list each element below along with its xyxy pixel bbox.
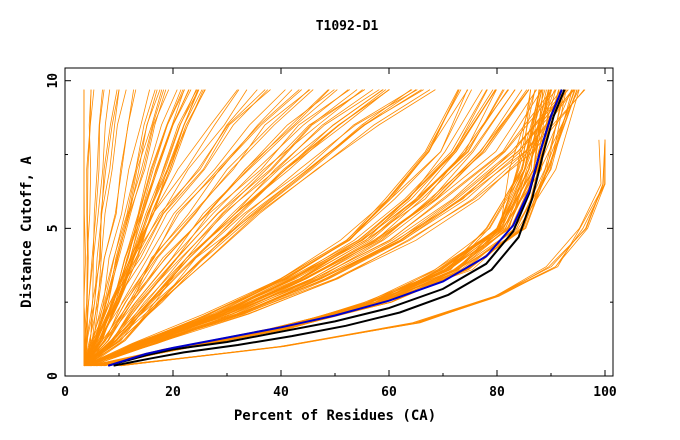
model-curve-146 — [104, 89, 552, 367]
model-curve-154 — [89, 89, 566, 367]
model-curve-21 — [83, 89, 165, 366]
model-curve-49 — [84, 89, 258, 366]
model-curve-97 — [83, 89, 472, 367]
model-curve-110 — [87, 89, 537, 367]
model-curve-65 — [87, 89, 436, 367]
model-curve-76 — [83, 89, 286, 366]
highlight-curves — [107, 89, 566, 367]
highlight-curve-1 — [107, 89, 563, 367]
model-curve-59 — [86, 89, 351, 366]
axis-ticks: 0 20 40 60 80 100 0 5 10 — [46, 68, 617, 400]
model-curve-32 — [83, 89, 178, 366]
x-tick-label-100: 100 — [593, 385, 617, 400]
model-curve-69 — [83, 89, 365, 366]
model-curve-42 — [83, 89, 238, 366]
model-curve-20 — [84, 89, 111, 366]
model-curve-60 — [83, 89, 390, 367]
model-curve-34 — [84, 89, 167, 366]
model-curve-117 — [83, 89, 504, 367]
chart-title: T1092-D1 — [316, 19, 379, 34]
model-curve-108 — [86, 89, 567, 367]
model-curve-50 — [87, 89, 271, 366]
x-tick-label-20: 20 — [165, 385, 181, 400]
model-curve-149 — [105, 89, 551, 367]
model-curves — [83, 89, 606, 367]
model-curve-79 — [83, 89, 338, 366]
model-curve-165 — [119, 139, 606, 367]
model-curve-74 — [83, 89, 413, 367]
model-curve-118 — [90, 89, 528, 367]
model-curve-75 — [85, 89, 310, 366]
model-curve-73 — [88, 89, 266, 366]
model-curve-12 — [85, 89, 118, 366]
model-curve-135 — [97, 89, 564, 367]
model-curve-115 — [85, 89, 575, 367]
x-tick-label-60: 60 — [381, 385, 397, 400]
highlight-curve-2 — [113, 89, 566, 367]
model-curve-72 — [86, 89, 424, 367]
model-curve-33 — [83, 89, 197, 366]
model-curve-119 — [84, 89, 488, 367]
y-tick-label-5: 5 — [46, 224, 61, 232]
model-curve-39 — [83, 89, 87, 366]
y-axis-label: Distance Cutoff, A — [19, 156, 35, 308]
x-tick-label-0: 0 — [61, 385, 69, 400]
model-curve-71 — [83, 89, 311, 366]
x-tick-label-80: 80 — [489, 385, 505, 400]
model-curve-48 — [83, 89, 431, 367]
y-tick-label-0: 0 — [46, 372, 61, 380]
model-curve-70 — [83, 89, 384, 367]
model-curve-158 — [101, 89, 547, 367]
model-curve-36 — [84, 89, 206, 366]
model-curve-114 — [85, 89, 575, 367]
model-curve-66 — [83, 89, 417, 367]
model-curve-67 — [88, 89, 300, 366]
model-curve-78 — [83, 89, 330, 366]
model-curve-101 — [87, 89, 497, 367]
model-curve-37 — [83, 89, 134, 366]
model-curve-112 — [85, 89, 567, 367]
model-curve-77 — [83, 89, 380, 367]
y-tick-label-10: 10 — [46, 73, 61, 89]
x-tick-label-40: 40 — [273, 385, 289, 400]
model-curve-28 — [85, 89, 120, 366]
plot-frame — [64, 67, 614, 377]
x-axis-label: Percent of Residues (CA) — [234, 408, 436, 424]
model-curve-8 — [84, 89, 156, 366]
